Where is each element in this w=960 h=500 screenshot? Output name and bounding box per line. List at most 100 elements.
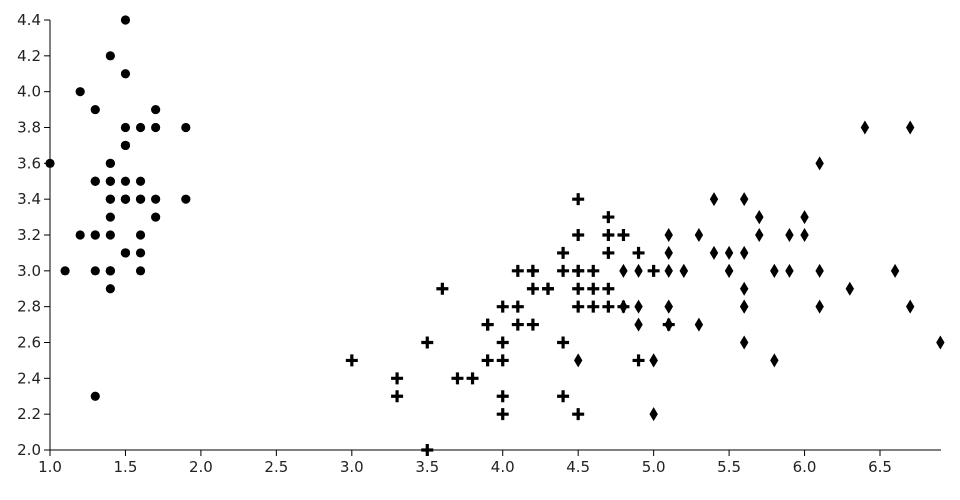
- data-point-circle: [135, 266, 146, 276]
- data-point-cross: [542, 282, 554, 295]
- data-point-diamond: [936, 335, 945, 350]
- data-point-circle: [90, 266, 100, 276]
- x-tick-label: 2.0: [189, 458, 213, 476]
- data-point-circle: [90, 104, 100, 115]
- data-point-cross: [557, 390, 570, 403]
- data-point-cross: [617, 229, 630, 241]
- data-point-diamond: [739, 299, 749, 314]
- data-point-diamond: [679, 263, 689, 278]
- data-point-circle: [120, 69, 131, 79]
- x-tick-label: 5.0: [642, 458, 666, 476]
- data-point-diamond: [905, 299, 915, 314]
- plot-marks: [45, 15, 945, 456]
- data-point-cross: [557, 264, 570, 277]
- data-point-cross: [451, 372, 464, 385]
- data-point-diamond: [694, 228, 704, 242]
- data-point-cross: [421, 336, 434, 349]
- x-tick-label: 4.0: [491, 458, 515, 476]
- data-point-cross: [557, 246, 570, 259]
- data-point-diamond: [724, 245, 734, 260]
- data-point-diamond: [890, 263, 900, 278]
- data-point-diamond: [815, 299, 824, 314]
- y-tick-label: 2.4: [17, 369, 41, 387]
- data-point-diamond: [664, 299, 673, 314]
- x-tick-label: 1.5: [114, 458, 138, 476]
- x-tick-label: 2.5: [264, 458, 288, 476]
- y-tick-label: 3.6: [17, 154, 41, 172]
- data-point-cross: [557, 336, 570, 349]
- data-point-circle: [151, 104, 161, 115]
- data-point-diamond: [634, 299, 643, 314]
- data-point-cross: [632, 354, 645, 367]
- x-axis: 1.0 1.5 2.0 2.5 3.0 3.5 4.0 4.5 5.0 5.5 6.0 6.5: [38, 450, 892, 476]
- series-circle: [45, 15, 191, 401]
- data-point-circle: [75, 87, 85, 97]
- data-point-circle: [105, 284, 115, 294]
- data-point-circle: [120, 140, 131, 151]
- data-point-diamond: [800, 228, 809, 242]
- data-point-circle: [105, 230, 115, 240]
- data-point-diamond: [755, 210, 764, 225]
- data-point-cross: [511, 300, 524, 313]
- data-point-diamond: [800, 210, 809, 225]
- data-point-circle: [151, 194, 161, 204]
- data-point-diamond: [709, 245, 719, 260]
- data-point-cross: [602, 282, 615, 295]
- data-point-cross: [496, 354, 509, 367]
- data-point-diamond: [709, 192, 719, 207]
- series-diamond: [573, 120, 945, 422]
- data-point-diamond: [649, 353, 658, 368]
- x-tick-label: 4.5: [566, 458, 590, 476]
- y-tick-label: 2.2: [17, 405, 41, 423]
- y-tick-label: 3.4: [17, 190, 41, 208]
- data-point-circle: [120, 176, 131, 186]
- data-point-cross: [436, 282, 449, 295]
- data-point-cross: [496, 408, 509, 421]
- y-axis: 2.0 2.2 2.4 2.6 2.8 3.0 3.2 3.4 3.6 3.8 4.0 4.2 4.4: [17, 11, 50, 459]
- data-point-cross: [466, 372, 479, 385]
- data-point-circle: [105, 176, 115, 186]
- data-point-diamond: [739, 192, 749, 207]
- data-point-cross: [602, 300, 615, 313]
- data-point-diamond: [573, 353, 583, 368]
- data-point-diamond: [739, 335, 749, 350]
- data-point-diamond: [664, 317, 673, 332]
- data-point-diamond: [664, 228, 673, 242]
- data-point-cross: [587, 300, 600, 313]
- data-point-diamond: [634, 263, 643, 278]
- y-tick-label: 2.0: [17, 441, 41, 459]
- data-point-circle: [90, 391, 100, 401]
- data-point-cross: [345, 354, 358, 367]
- data-point-circle: [120, 248, 131, 258]
- data-point-cross: [572, 264, 585, 277]
- data-point-circle: [105, 51, 115, 61]
- data-point-circle: [75, 230, 85, 240]
- x-tick-label: 1.0: [38, 458, 62, 476]
- data-point-diamond: [739, 281, 749, 296]
- data-point-circle: [135, 194, 146, 204]
- x-tick-label: 3.5: [415, 458, 439, 476]
- data-point-circle: [105, 194, 115, 204]
- data-point-diamond: [770, 353, 779, 368]
- data-point-diamond: [755, 228, 764, 242]
- data-point-cross: [481, 318, 494, 331]
- series-cross: [345, 193, 675, 456]
- data-point-cross: [526, 318, 539, 331]
- data-point-diamond: [739, 245, 749, 260]
- data-point-circle: [151, 122, 161, 133]
- data-point-diamond: [785, 228, 794, 242]
- data-point-cross: [602, 211, 615, 224]
- data-point-cross: [647, 264, 660, 277]
- data-point-cross: [572, 193, 585, 206]
- data-point-cross: [587, 264, 600, 277]
- data-point-diamond: [770, 263, 779, 278]
- data-point-circle: [105, 266, 115, 276]
- x-tick-label: 5.5: [717, 458, 741, 476]
- data-point-circle: [135, 122, 146, 133]
- y-tick-label: 2.6: [17, 334, 41, 352]
- data-point-circle: [120, 122, 131, 133]
- data-point-circle: [151, 212, 161, 222]
- y-tick-label: 4.0: [17, 83, 41, 101]
- data-point-circle: [90, 176, 100, 186]
